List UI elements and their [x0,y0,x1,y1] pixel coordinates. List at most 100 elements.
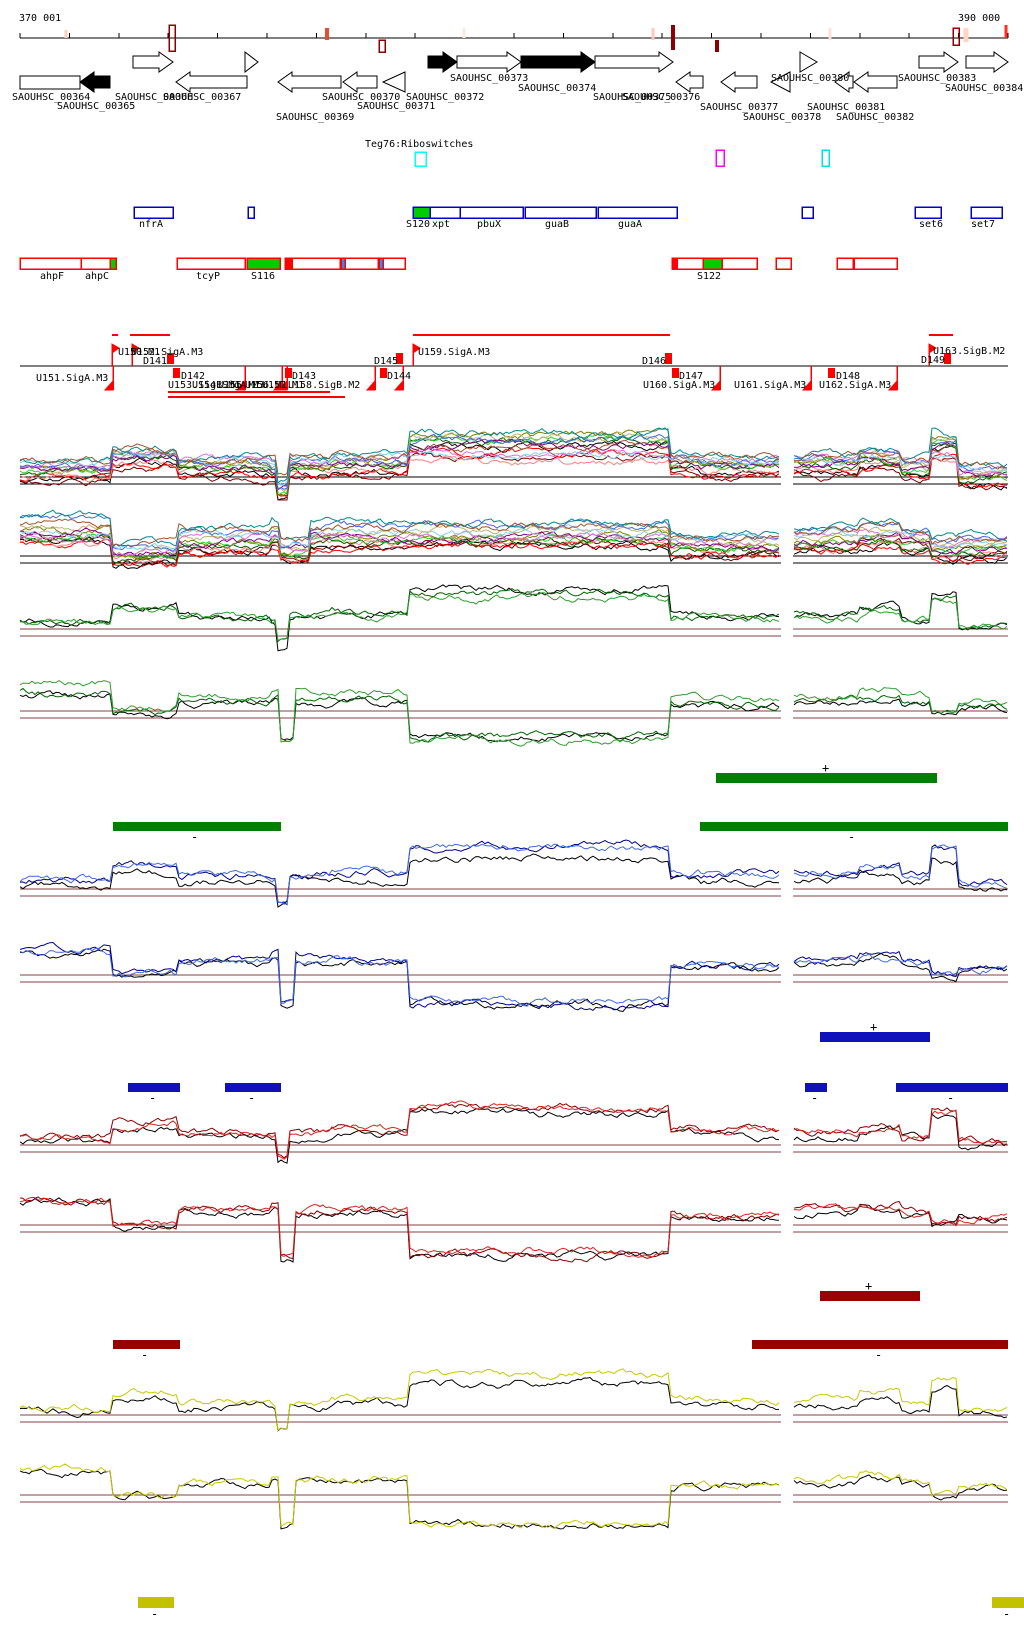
tu-terminator-box[interactable] [167,353,174,364]
riboswitch-box[interactable] [414,151,427,167]
tu-terminator-box[interactable] [672,368,679,378]
gene-arrow[interactable] [456,51,522,73]
gene-arrow[interactable] [594,51,674,73]
transcript-bar-minus[interactable] [992,1597,1024,1608]
tu-terminator-box[interactable] [944,353,951,364]
annotation-box-red[interactable] [836,257,854,270]
tu-start-flag-down[interactable] [103,379,114,391]
transcript-bar-plus[interactable] [820,1032,930,1042]
gene-arrow[interactable] [244,50,259,74]
annotation-box-red[interactable] [80,257,111,270]
gene-box[interactable] [19,75,81,90]
annotation-box-red[interactable] [19,257,82,270]
tu-start-flag-down[interactable] [277,379,288,391]
annotation-box-red[interactable] [176,257,246,270]
annotation-box-red[interactable] [246,257,281,270]
transcript-bar-plus[interactable] [716,773,937,783]
transcript-bar-minus[interactable] [752,1340,1008,1349]
transcript-bar-minus[interactable] [805,1083,827,1092]
signal-line-condition-blue [793,844,1008,887]
tu-start-flag-down[interactable] [887,379,898,391]
signal-line-condition-blue [793,953,1008,976]
gene-arrow[interactable] [799,51,818,73]
annotation-box-red[interactable] [382,257,406,270]
annotation-box-blue[interactable] [133,206,174,219]
riboswitch-box[interactable] [715,149,725,167]
signal-line-all-conditions [19,530,780,557]
signal-line-all-conditions [19,439,780,476]
riboswitch-box[interactable] [821,149,830,167]
tu-terminator-box[interactable] [173,368,180,378]
annotation-box-blue[interactable] [459,206,524,219]
annotation-box-red[interactable] [775,257,792,270]
tu-terminator-box[interactable] [828,368,835,378]
tu-start-flag-down[interactable] [801,379,812,391]
annotation-box-blue[interactable] [914,206,942,219]
tu-terminator-box[interactable] [396,353,403,364]
gene-arrow[interactable] [277,71,342,93]
annotation-box-red[interactable] [344,257,379,270]
annotation-box-red[interactable] [853,257,898,270]
tu-start-flag-up[interactable] [111,343,120,354]
tu-start-flag-down[interactable] [393,379,404,391]
gene-arrow[interactable] [175,71,248,93]
tu-start-flag-up[interactable] [928,343,937,354]
tu-terminator-box[interactable] [285,368,292,378]
tu-start-flag-up[interactable] [131,343,140,354]
tu-label: U152.SigA.M3 [131,347,203,358]
gene-arrow[interactable] [675,71,704,93]
gene-arrow[interactable] [427,51,458,73]
annotation-box-red[interactable] [291,257,341,270]
signal-line-condition-blue [19,941,780,1012]
signal-line-all-conditions [793,539,1008,560]
signal-line-all-conditions [793,538,1008,558]
tu-start-flag-down[interactable] [272,379,283,391]
transcript-bar-minus[interactable] [113,822,281,831]
gene-arrow[interactable] [853,71,898,93]
tu-start-flag-down[interactable] [235,379,246,391]
annotation-box-blue[interactable] [970,206,1003,219]
signal-line-condition-yellow [793,1376,1008,1412]
tu-start-flag-down[interactable] [365,379,376,391]
transcript-bar-minus[interactable] [896,1083,1008,1092]
annotation-box-blue[interactable] [247,206,255,219]
annotation-box-red[interactable] [284,257,293,270]
gene-arrow[interactable] [132,51,174,73]
tu-terminator-box[interactable] [380,368,387,378]
signal-line-all-conditions [19,427,780,484]
gene-arrow[interactable] [769,71,791,93]
tu-terminator-box[interactable] [665,353,672,364]
transcript-bar-minus[interactable] [225,1083,281,1092]
annotation-box-blue[interactable] [429,206,461,219]
annotation-box-blue[interactable] [801,206,814,219]
strand-sign: + [870,1020,877,1034]
annotation-box-red[interactable] [702,257,723,270]
annotation-box-blue[interactable] [412,206,431,219]
gene-arrow[interactable] [965,51,1009,73]
annotation-box-blue[interactable] [597,206,678,219]
gene-arrow[interactable] [918,51,959,73]
signal-line-condition-green [19,690,780,743]
annotation-box-red[interactable] [109,257,117,270]
annotation-box-red[interactable] [676,257,704,270]
gene-label: SAOUHSC_00371 [357,101,435,112]
gene-arrow[interactable] [381,71,406,93]
transcript-bar-minus[interactable] [138,1597,174,1608]
gene-arrow[interactable] [520,51,596,73]
annotation-box-red[interactable] [721,257,758,270]
transcript-bar-minus[interactable] [128,1083,180,1092]
signal-line-condition-green [19,680,780,747]
strand-sign: - [848,830,855,844]
annotation-box-blue[interactable] [524,206,597,219]
transcript-bar-minus[interactable] [700,822,1008,831]
tu-start-flag-down[interactable] [710,379,721,391]
tu-start-flag-up[interactable] [412,343,421,354]
gene-arrow[interactable] [342,71,378,93]
gene-arrow[interactable] [720,71,758,93]
signal-line-condition-green [793,591,1008,631]
gene-arrow[interactable] [79,71,111,93]
transcript-bar-plus[interactable] [820,1291,920,1301]
annotation-label: S122 [697,271,721,282]
transcript-bar-minus[interactable] [113,1340,180,1349]
gene-arrow[interactable] [834,71,854,93]
